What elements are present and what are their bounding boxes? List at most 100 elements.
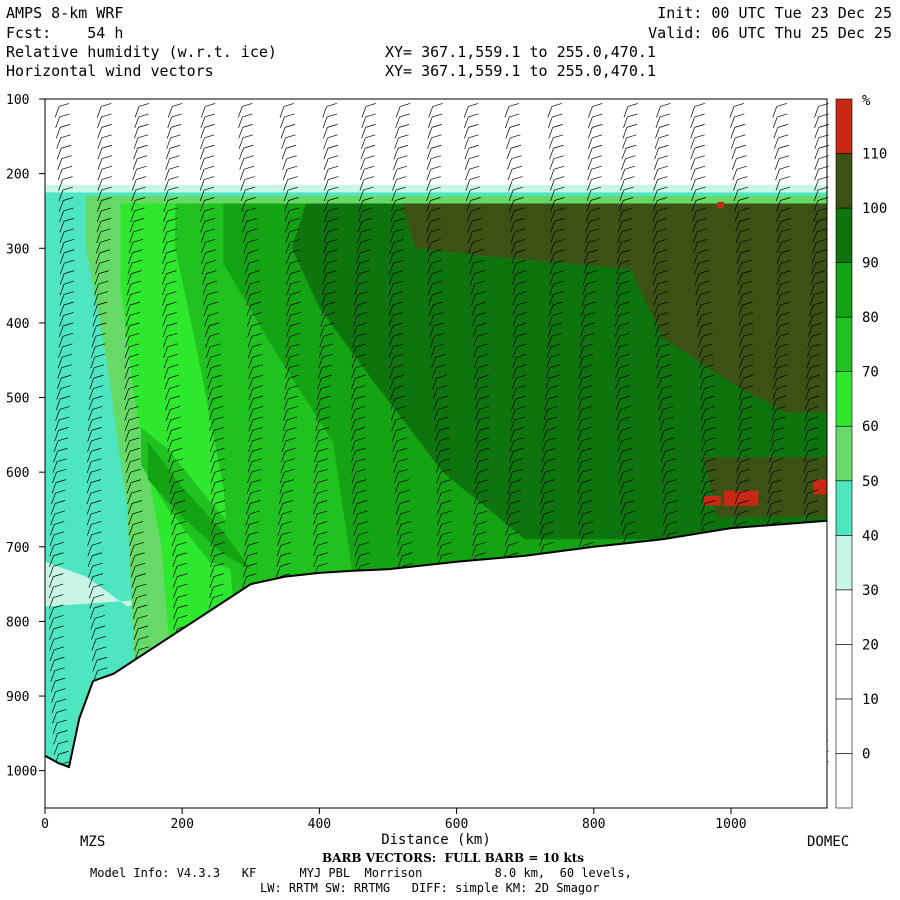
- wind-barb-flag: [469, 165, 480, 170]
- wind-barb-flag: [430, 197, 441, 201]
- wind-barb: [584, 231, 590, 243]
- wind-barb-flag: [552, 301, 563, 306]
- wind-barb-flag: [176, 562, 188, 567]
- wind-barb-flag: [807, 458, 818, 463]
- wind-barb: [97, 116, 102, 129]
- wind-barb-flag: [662, 395, 673, 400]
- wind-barb: [468, 242, 473, 254]
- wind-barb: [49, 566, 54, 578]
- wind-barb-flag: [660, 103, 671, 107]
- wind-barb: [700, 492, 706, 505]
- wind-barb: [316, 398, 321, 411]
- wind-barb-flag: [63, 238, 75, 243]
- wind-barb: [733, 189, 739, 202]
- wind-barb: [59, 304, 65, 317]
- wind-barb: [804, 409, 810, 421]
- wind-barb-flag: [281, 531, 292, 536]
- wind-barb: [353, 524, 359, 536]
- wind-barb: [654, 137, 660, 149]
- wind-barb-flag: [396, 176, 407, 180]
- wind-barb-flag: [399, 124, 410, 128]
- wind-barb-flag: [289, 238, 301, 243]
- wind-barb: [88, 576, 94, 588]
- wind-barb: [134, 106, 140, 118]
- wind-barb: [96, 231, 101, 243]
- wind-barb: [511, 242, 516, 254]
- wind-barb: [173, 618, 178, 630]
- wind-barb: [283, 409, 288, 421]
- wind-barb-flag: [743, 322, 754, 327]
- wind-barb: [390, 210, 396, 223]
- wind-barb-flag: [62, 186, 74, 191]
- wind-barb-flag: [90, 489, 102, 494]
- wind-barb-flag: [475, 541, 487, 546]
- wind-barb: [162, 304, 167, 317]
- wind-barb: [244, 524, 250, 536]
- wind-barb-flag: [398, 134, 409, 139]
- wind-barb-flag: [399, 489, 410, 494]
- wind-barb: [698, 346, 704, 358]
- wind-barb-flag: [696, 218, 707, 222]
- wind-barb-flag: [100, 238, 111, 243]
- wind-barb-flag: [359, 259, 370, 264]
- wind-barb: [426, 221, 431, 233]
- valid-time: Valid: 06 UTC Thu 25 Dec 25: [648, 24, 892, 42]
- wind-barb-flag: [699, 280, 710, 285]
- wind-barb: [313, 545, 318, 557]
- wind-barb: [95, 242, 101, 254]
- wind-barb-flag: [777, 374, 788, 379]
- wind-barb-flag: [91, 437, 102, 442]
- wind-barb-flag: [401, 531, 412, 536]
- wind-barb: [281, 137, 286, 149]
- wind-barb-flag: [694, 155, 705, 160]
- wind-barb: [170, 492, 175, 505]
- wind-barb: [389, 367, 394, 379]
- wind-barb: [59, 221, 65, 233]
- wind-barb-flag: [582, 364, 593, 369]
- wind-barb-flag: [290, 280, 301, 285]
- wind-barb-flag: [441, 500, 452, 504]
- wind-barb-flag: [554, 207, 565, 212]
- wind-barb-flag: [477, 353, 489, 358]
- wind-barb-flag: [663, 416, 674, 421]
- colorbar-label: 30: [862, 583, 879, 599]
- wind-barb: [578, 524, 584, 536]
- wind-barb: [97, 137, 103, 149]
- wind-barb-flag: [318, 447, 329, 452]
- wind-barb: [803, 451, 809, 463]
- wind-barb-flag: [780, 280, 791, 285]
- wind-barb: [206, 357, 211, 369]
- wind-barb-flag: [657, 197, 668, 201]
- wind-barb-flag: [168, 374, 179, 379]
- wind-barb-flag: [172, 103, 183, 107]
- wind-barb: [209, 430, 215, 442]
- wind-barb-flag: [96, 312, 107, 316]
- wind-barb-flag: [290, 259, 301, 264]
- wind-barb: [577, 398, 583, 411]
- wind-barb-flag: [816, 228, 827, 233]
- wind-barb: [53, 743, 59, 755]
- wind-barb-flag: [474, 280, 485, 285]
- wind-barb: [97, 179, 103, 191]
- wind-barb: [350, 398, 356, 411]
- wind-barb: [247, 325, 252, 337]
- wind-barb-flag: [393, 343, 404, 348]
- wind-barb: [279, 482, 285, 494]
- wind-barb: [89, 378, 95, 390]
- wind-barb-flag: [434, 343, 446, 348]
- wind-barb-flag: [101, 176, 112, 180]
- wind-barb: [622, 137, 627, 149]
- wind-barb-flag: [322, 353, 333, 358]
- wind-barb-flag: [356, 500, 368, 504]
- wind-barb: [473, 492, 479, 505]
- wind-barb-flag: [131, 489, 142, 494]
- wind-barb-flag: [665, 458, 676, 463]
- wind-barb: [131, 576, 137, 588]
- wind-barb-flag: [478, 385, 489, 389]
- wind-barb-flag: [658, 155, 669, 160]
- wind-barb-flag: [433, 312, 444, 316]
- x-tick-label: 1000: [715, 817, 746, 832]
- wind-barb: [397, 555, 403, 567]
- wind-barb-flag: [780, 301, 791, 306]
- field-title-wind: Horizontal wind vectors: [6, 62, 214, 80]
